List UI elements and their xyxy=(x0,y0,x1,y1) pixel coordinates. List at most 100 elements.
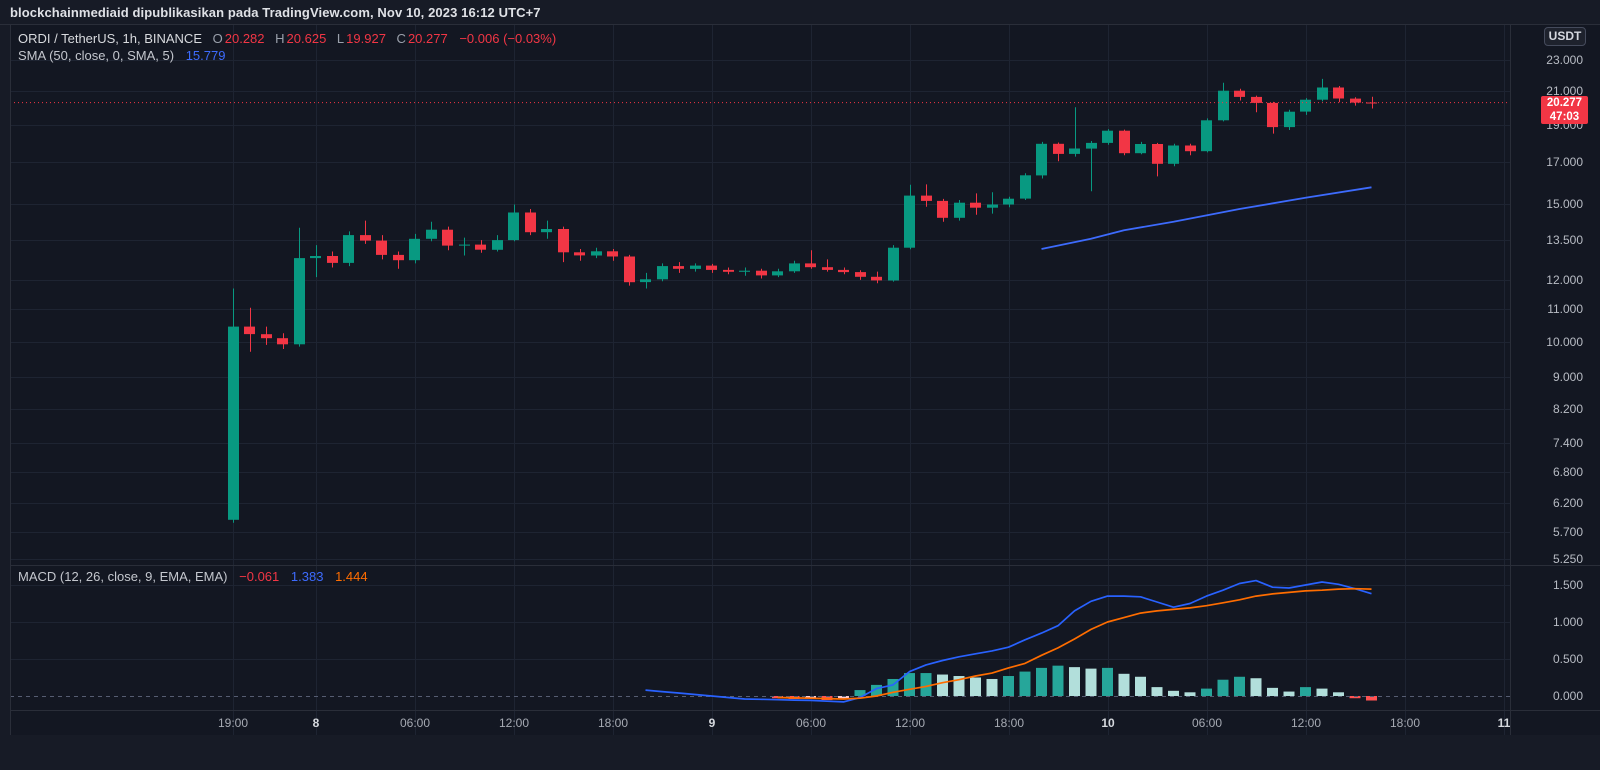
high-value: 20.625 xyxy=(286,31,327,46)
time-axis-label: 06:00 xyxy=(1191,716,1223,730)
candle xyxy=(1135,141,1146,155)
candle xyxy=(640,272,651,289)
candle xyxy=(904,184,915,250)
time-axis-label: 12:00 xyxy=(498,716,530,730)
time-axis-label: 8 xyxy=(312,716,320,730)
candle xyxy=(1086,141,1097,192)
time-axis-label: 9 xyxy=(708,716,716,730)
currency-unit-button[interactable]: USDT xyxy=(1544,27,1586,46)
macd-axis-label: 0.500 xyxy=(1552,652,1583,666)
candle xyxy=(739,267,750,276)
time-axis-label: 06:00 xyxy=(399,716,431,730)
candle xyxy=(261,326,272,345)
candle xyxy=(244,307,255,352)
candle xyxy=(1218,82,1229,122)
candle xyxy=(1300,98,1311,115)
candle xyxy=(508,204,519,242)
candle xyxy=(1185,143,1196,156)
time-axis[interactable]: 19:00 8 06:00 12:00 18:00 9 06:00 12:00 18:00 10 0… xyxy=(10,710,1510,735)
macd-signal-line xyxy=(777,587,1372,700)
candle xyxy=(343,231,354,267)
candle xyxy=(624,254,635,286)
low-label: L xyxy=(336,31,345,46)
candle xyxy=(723,267,734,275)
time-axis-label: 19:00 xyxy=(217,716,249,730)
candle xyxy=(1267,101,1278,134)
macd-legend-row: MACD (12, 26, close, 9, EMA, EMA) −0.061… xyxy=(18,568,368,585)
current-price-value: 20.277 xyxy=(1546,97,1583,109)
price-axis-label: 8.200 xyxy=(1552,402,1583,416)
candle xyxy=(888,245,899,282)
price-axis-label: 5.250 xyxy=(1552,552,1583,566)
candle xyxy=(1366,96,1377,109)
price-axis-label: 13.500 xyxy=(1546,233,1583,247)
candle xyxy=(1317,78,1328,102)
price-axis-label: 11.000 xyxy=(1547,302,1583,316)
candle xyxy=(376,235,387,260)
open-value: 20.282 xyxy=(224,31,265,46)
candle xyxy=(772,268,783,278)
price-axis-label: 6.200 xyxy=(1552,496,1583,510)
candle xyxy=(1168,143,1179,167)
candle xyxy=(937,198,948,222)
price-axis-label: 7.400 xyxy=(1552,436,1583,450)
price-axis[interactable]: 20.277 47:03 23.000 21.000 19.000 17.000 15.… xyxy=(1510,24,1600,735)
price-axis-label: 15.000 xyxy=(1546,197,1583,211)
close-value: 20.277 xyxy=(407,31,448,46)
candle xyxy=(1003,196,1014,208)
time-axis-label: 10 xyxy=(1101,716,1115,730)
candle xyxy=(970,193,981,215)
macd-line-value: 1.383 xyxy=(290,569,324,584)
candle xyxy=(871,271,882,284)
publication-text: blockchainmediaid dipublikasikan pada Tr… xyxy=(10,4,541,20)
time-axis-label: 06:00 xyxy=(795,716,827,730)
price-axis-label: 9.000 xyxy=(1552,370,1583,384)
candle xyxy=(492,235,503,252)
macd-histogram xyxy=(772,665,1377,701)
symbol-title: ORDI / TetherUS, 1h, BINANCE xyxy=(18,31,202,46)
candle xyxy=(294,227,305,347)
grid-lines xyxy=(10,24,1510,735)
bottom-bar: TradingView xyxy=(0,735,1600,770)
candle xyxy=(805,250,816,269)
candle xyxy=(987,192,998,214)
macd-hist-value: −0.061 xyxy=(239,569,280,584)
candle xyxy=(459,237,470,256)
time-axis-label: 18:00 xyxy=(1389,716,1421,730)
candle xyxy=(574,249,585,261)
candle xyxy=(591,247,602,259)
macd-line xyxy=(645,579,1372,703)
time-axis-label: 11 xyxy=(1497,716,1511,730)
candle xyxy=(1020,173,1031,200)
candle xyxy=(327,251,338,268)
price-axis-label: 12.000 xyxy=(1546,273,1583,287)
macd-axis-label: 1.000 xyxy=(1552,615,1583,629)
price-axis-label: 5.700 xyxy=(1552,525,1583,539)
time-axis-label: 12:00 xyxy=(894,716,926,730)
pane-separator[interactable] xyxy=(10,565,1600,566)
candle xyxy=(1234,88,1245,101)
candle xyxy=(1333,86,1344,103)
sma-title: SMA (50, close, 0, SMA, 5) xyxy=(18,48,175,63)
candle xyxy=(1036,141,1047,179)
candle xyxy=(1350,97,1361,106)
candle xyxy=(475,240,486,253)
high-label: H xyxy=(275,31,285,46)
candle xyxy=(409,233,420,264)
time-axis-label: 18:00 xyxy=(597,716,629,730)
plot-left-border xyxy=(10,24,11,735)
macd-title: MACD (12, 26, close, 9, EMA, EMA) xyxy=(18,569,228,584)
candle xyxy=(954,200,965,221)
price-axis-label: 10.000 xyxy=(1546,335,1583,349)
candle xyxy=(426,221,437,242)
macd-axis-label: 1.500 xyxy=(1552,578,1583,592)
current-price-badge[interactable]: 20.277 47:03 xyxy=(1541,96,1588,124)
candle xyxy=(706,263,717,273)
price-axis-label: 23.000 xyxy=(1546,53,1583,67)
candle xyxy=(558,226,569,263)
candle xyxy=(673,262,684,273)
sma-value: 15.779 xyxy=(185,48,226,63)
symbol-legend: ORDI / TetherUS, 1h, BINANCE O 20.282 H 20… xyxy=(18,30,556,64)
